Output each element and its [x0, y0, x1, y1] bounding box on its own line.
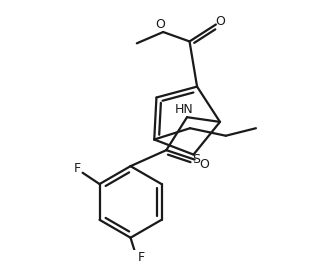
Text: F: F	[73, 162, 80, 175]
Text: F: F	[137, 251, 144, 264]
Text: O: O	[199, 158, 209, 171]
Text: HN: HN	[175, 103, 193, 116]
Text: O: O	[155, 18, 165, 31]
Text: S: S	[192, 153, 200, 166]
Text: O: O	[216, 15, 226, 28]
